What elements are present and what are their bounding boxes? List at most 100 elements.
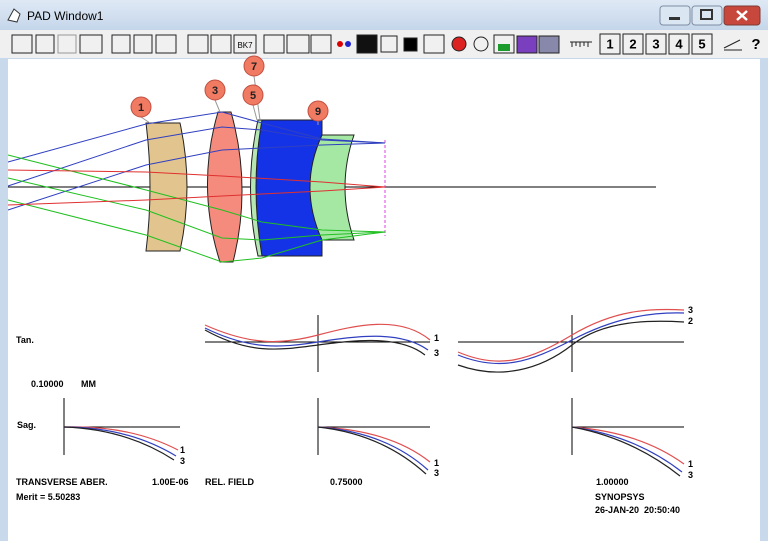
tool-button[interactable]: [356, 34, 378, 54]
help-icon[interactable]: ?: [751, 36, 760, 53]
tool-icon: [345, 41, 351, 47]
shape: [7, 199, 386, 263]
tool-button[interactable]: [538, 35, 560, 54]
page-number: 3: [652, 36, 659, 51]
field-value: 0.75000: [330, 477, 363, 487]
rel-field-label: REL. FIELD: [205, 477, 254, 487]
bk7-button[interactable]: [233, 34, 257, 54]
shape: [252, 104, 258, 121]
app-icon: [7, 8, 21, 23]
page-button[interactable]: [599, 33, 621, 55]
shape: [457, 308, 685, 362]
tan-label: Tan.: [16, 335, 34, 345]
shape: [204, 327, 429, 351]
merit: Merit = 5.50283: [16, 492, 80, 502]
label-circles: [130, 55, 329, 122]
page-number: 4: [675, 36, 683, 51]
page-button[interactable]: [622, 33, 644, 55]
wavelength: 1.00E-06: [152, 477, 189, 487]
pen-icon: [723, 39, 742, 51]
tool-button[interactable]: [473, 36, 489, 52]
maximize-button[interactable]: [691, 5, 723, 26]
program-name: SYNOPSYS: [595, 492, 645, 502]
scale-unit: MM: [81, 379, 96, 389]
tool-button[interactable]: [79, 34, 103, 54]
curve-label: 3: [180, 456, 185, 466]
curve-label: 3: [688, 305, 693, 315]
shape: [242, 84, 264, 106]
window-title: PAD Window1: [27, 9, 104, 23]
curve-label: 1: [180, 445, 185, 455]
shape: [243, 55, 265, 77]
surface-label: 1: [138, 102, 144, 114]
toolbar-icons: ?: [11, 33, 761, 55]
close-icon: [736, 10, 748, 21]
lens-drawing: [7, 55, 656, 263]
minimize-button[interactable]: [659, 5, 691, 26]
tool-button[interactable]: [286, 34, 310, 54]
shape: [214, 99, 221, 113]
tool-button[interactable]: [451, 36, 467, 52]
shape: [204, 79, 226, 101]
page-button[interactable]: [645, 33, 667, 55]
tool-button[interactable]: [493, 34, 515, 54]
curve-label: 3: [688, 470, 693, 480]
ruler-icon: [570, 41, 592, 47]
sag-label: Sag.: [17, 420, 36, 430]
tool-button[interactable]: [210, 34, 232, 54]
tool-button[interactable]: [155, 34, 177, 54]
transverse-label: TRANSVERSE ABER.: [16, 477, 108, 487]
tool-icon: [498, 44, 510, 51]
curve-label: 1: [688, 459, 693, 469]
shape: [7, 126, 386, 187]
shape: [317, 426, 427, 475]
tool-button[interactable]: [11, 34, 33, 54]
shape: [7, 177, 386, 241]
curve-label: 3: [434, 348, 439, 358]
window-controls: [659, 5, 761, 26]
tool-button[interactable]: [57, 34, 77, 54]
page-number: 5: [698, 36, 705, 51]
surface-label: 9: [315, 106, 321, 118]
shape: [7, 154, 386, 233]
tool-button[interactable]: [187, 34, 209, 54]
shape: [7, 142, 386, 211]
minimize-icon: [669, 17, 680, 20]
tool-button[interactable]: [133, 34, 153, 54]
title-bar: [0, 0, 768, 30]
shape: [63, 426, 175, 461]
shape: [7, 169, 386, 188]
bk7-label: BK7: [237, 41, 253, 50]
tool-button[interactable]: [35, 34, 55, 54]
tool-button[interactable]: [516, 35, 538, 54]
maximize-icon: [700, 9, 713, 20]
canvas: [8, 59, 760, 541]
tool-button[interactable]: [380, 35, 398, 53]
tool-button[interactable]: [310, 34, 332, 54]
tool-button[interactable]: [263, 34, 285, 54]
curve-label: 1: [434, 458, 439, 468]
page-button[interactable]: [668, 33, 690, 55]
page-number: 2: [629, 36, 636, 51]
shape: [571, 426, 685, 465]
aberration-plots: [63, 308, 685, 477]
shape: [7, 111, 386, 163]
tool-button[interactable]: [111, 34, 131, 54]
shape: [204, 329, 426, 356]
tool-button[interactable]: [403, 37, 418, 52]
shape: [457, 320, 685, 373]
curve-label: 2: [688, 316, 693, 326]
shape: [307, 100, 329, 122]
page-button[interactable]: [691, 33, 713, 55]
lens: [145, 122, 188, 252]
lens: [255, 119, 323, 257]
curve-label: 1: [434, 333, 439, 343]
shape: [130, 96, 152, 118]
tool-button[interactable]: [423, 34, 445, 54]
shape: [7, 186, 386, 206]
shape: [571, 426, 681, 477]
scale-value: 0.10000: [31, 379, 64, 389]
tool-icon: [337, 41, 343, 47]
curve-label: 3: [434, 468, 439, 478]
